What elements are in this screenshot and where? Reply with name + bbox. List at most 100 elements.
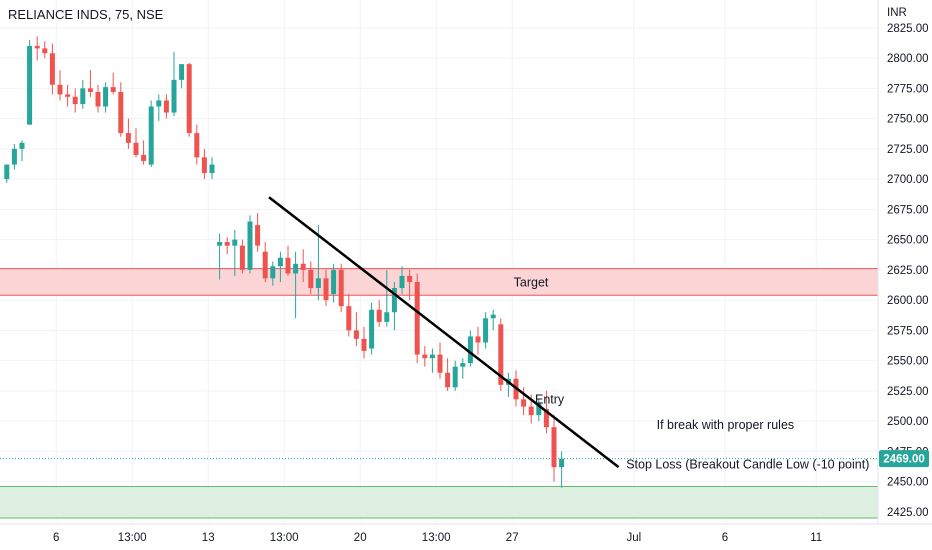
candle-body xyxy=(422,354,428,359)
y-tick-label: 2575.00 xyxy=(887,325,929,337)
candle-body xyxy=(194,133,200,158)
candle-body xyxy=(34,45,40,49)
candle xyxy=(300,249,306,282)
chart-grid xyxy=(0,0,878,524)
candle-body xyxy=(315,278,321,289)
candle-body xyxy=(346,306,352,331)
target-zone-label: Target xyxy=(514,275,549,289)
candle xyxy=(179,64,185,89)
trend-line[interactable] xyxy=(268,196,620,469)
candle-body xyxy=(293,263,299,274)
candle-body xyxy=(179,64,185,80)
y-tick-label: 2675.00 xyxy=(887,204,929,216)
candle-body xyxy=(80,88,86,105)
candle xyxy=(133,128,139,158)
candle-body xyxy=(391,288,397,313)
price-zones: Target xyxy=(0,268,878,519)
candle xyxy=(163,94,169,119)
candle xyxy=(11,144,17,170)
candle-body xyxy=(95,91,101,107)
candle-body xyxy=(437,354,443,373)
candle-body xyxy=(65,94,71,97)
y-tick-label: 2825.00 xyxy=(887,23,929,35)
candle-body xyxy=(201,157,207,174)
candle xyxy=(445,358,451,391)
candle-body xyxy=(528,406,534,416)
candle xyxy=(414,273,420,364)
candle xyxy=(201,148,207,180)
candle-body xyxy=(384,312,390,322)
candle-body xyxy=(277,257,283,267)
candle xyxy=(232,229,238,276)
x-tick-label: 13:00 xyxy=(270,532,299,544)
x-tick-label: 6 xyxy=(53,532,59,544)
candle xyxy=(118,82,124,137)
candle-body xyxy=(323,278,329,301)
candle-body xyxy=(125,133,131,143)
candle xyxy=(125,118,131,149)
candle xyxy=(255,212,261,252)
candle xyxy=(483,312,489,349)
x-tick-label: 11 xyxy=(810,532,822,544)
candle xyxy=(34,36,40,61)
candle xyxy=(95,84,101,113)
candle-body xyxy=(308,269,314,289)
candle-body xyxy=(361,338,367,351)
candle-body xyxy=(338,269,344,307)
candle-body xyxy=(475,336,481,343)
candle-body xyxy=(300,263,306,270)
candle xyxy=(285,245,291,276)
candle-body xyxy=(460,363,466,367)
candle xyxy=(65,84,71,107)
candle-body xyxy=(217,242,223,246)
candle-body xyxy=(19,142,25,149)
candle xyxy=(262,242,268,282)
last-price-tag: 2469.00 xyxy=(879,450,929,468)
candle-body xyxy=(331,269,337,295)
candle-body xyxy=(186,64,192,134)
candle-body xyxy=(209,164,215,174)
candle xyxy=(376,300,382,327)
candle-body xyxy=(551,427,557,468)
candle-body xyxy=(49,53,55,85)
candle xyxy=(217,233,223,280)
x-tick-label: 13 xyxy=(202,532,215,544)
candle-body xyxy=(285,257,291,274)
candle-body xyxy=(72,96,78,105)
candle xyxy=(490,309,496,331)
y-tick-label: 2450.00 xyxy=(887,477,929,489)
candle-body xyxy=(270,266,276,279)
candle-body xyxy=(239,245,245,270)
candle xyxy=(110,72,116,95)
candle xyxy=(49,43,55,95)
y-tick-label: 2775.00 xyxy=(887,83,929,95)
candle-body xyxy=(399,275,405,289)
candle xyxy=(171,52,177,117)
candle xyxy=(239,239,245,274)
candle xyxy=(331,263,337,303)
candle-body xyxy=(118,91,124,134)
candle-body xyxy=(11,148,17,165)
stop-zone xyxy=(0,486,878,518)
time-axis: 6 13:00 13 13:00 20 13:00 27 Jul 6 11 xyxy=(53,532,822,544)
candle-body xyxy=(483,318,489,343)
candle xyxy=(277,251,283,282)
candle xyxy=(521,387,527,416)
candle xyxy=(346,294,352,337)
candle-body xyxy=(376,309,382,322)
candle-body xyxy=(521,399,527,407)
candle xyxy=(369,302,375,355)
candle xyxy=(19,140,25,161)
candle-body xyxy=(407,275,413,282)
candle-body xyxy=(156,100,162,107)
x-tick-label: 20 xyxy=(354,532,367,544)
chart-annotations: Entry If break with proper rules Stop Loss… xyxy=(535,392,869,471)
candle xyxy=(308,261,314,295)
y-tick-label: 2525.00 xyxy=(887,386,929,398)
y-tick-label: 2425.00 xyxy=(887,507,929,519)
currency-label: INR xyxy=(887,7,907,19)
candle-body xyxy=(148,106,154,165)
symbol-title[interactable]: RELIANCE INDS, 75, NSE xyxy=(8,7,164,22)
candle xyxy=(361,326,367,359)
